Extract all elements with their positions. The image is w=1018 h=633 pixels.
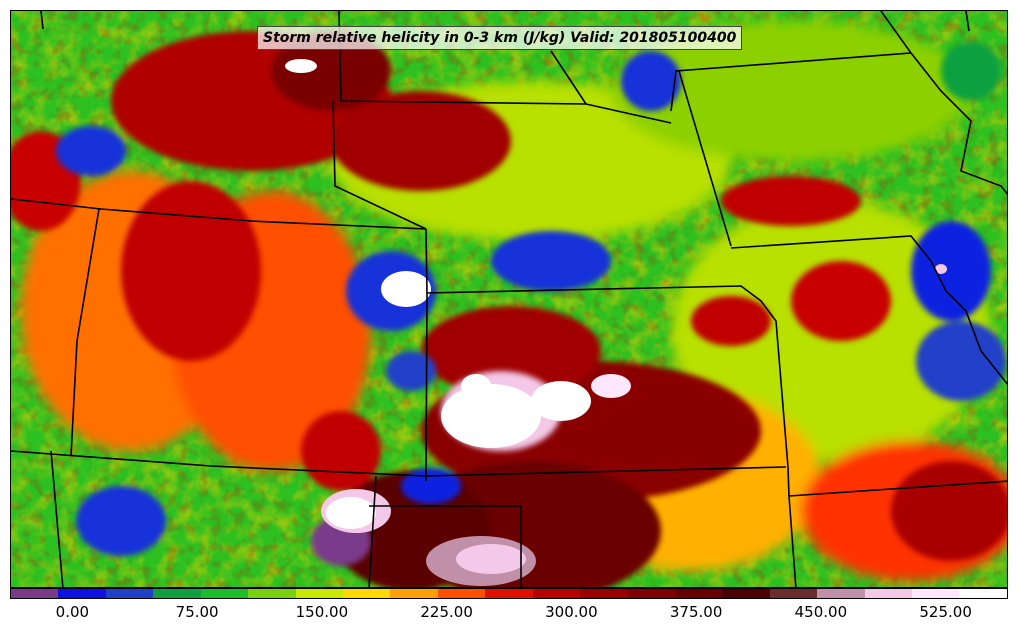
colorbar-segment <box>200 589 249 598</box>
colorbar-tick-label: 300.00 <box>545 603 598 621</box>
colorbar-segment <box>11 589 59 598</box>
colorbar-tick-label: 150.00 <box>295 603 349 621</box>
colorbar-segment <box>722 589 770 598</box>
state-boundaries <box>11 11 1007 587</box>
colorbar-segment <box>58 589 106 598</box>
colorbar-segment <box>295 589 343 598</box>
colorbar-tick-label: 450.00 <box>794 603 848 621</box>
low-helicity-areas <box>56 41 1006 566</box>
colorbar-segment <box>864 589 913 598</box>
colorbar-tick-label: 225.00 <box>420 603 473 621</box>
colorbar-segment <box>342 589 391 598</box>
colorbar-segment <box>105 589 154 598</box>
colorbar-segment <box>437 589 486 598</box>
colorbar-segment <box>959 589 1007 598</box>
colorbar-segment <box>580 589 628 598</box>
colorbar-segment <box>912 589 960 598</box>
colorbar-tick-label: 0.00 <box>55 603 90 621</box>
colorbar <box>10 588 1008 599</box>
map-title: Storm relative helicity in 0-3 km (J/kg)… <box>257 26 743 50</box>
colorbar-segment <box>153 589 201 598</box>
colorbar-segment <box>674 589 723 598</box>
helicity-map <box>11 11 1007 587</box>
extreme-helicity-areas <box>285 59 947 586</box>
colorbar-tick-label: 525.00 <box>919 603 972 621</box>
colorbar-segment <box>485 589 533 598</box>
colorbar-segment <box>627 589 675 598</box>
colorbar-segment <box>769 589 818 598</box>
colorbar-ticks: 0.00 75.00 150.00 225.00 300.00 375.00 450.00 5… <box>10 600 1008 628</box>
colorbar-tick-label: 75.00 <box>175 603 219 621</box>
colorbar-segment <box>390 589 438 598</box>
map-panel: Storm relative helicity in 0-3 km (J/kg)… <box>10 10 1008 588</box>
colorbar-tick-label: 375.00 <box>669 603 723 621</box>
colorbar-segment <box>817 589 865 598</box>
high-helicity-areas <box>11 31 1007 587</box>
colorbar-segment <box>532 589 581 598</box>
colorbar-segment <box>248 589 296 598</box>
